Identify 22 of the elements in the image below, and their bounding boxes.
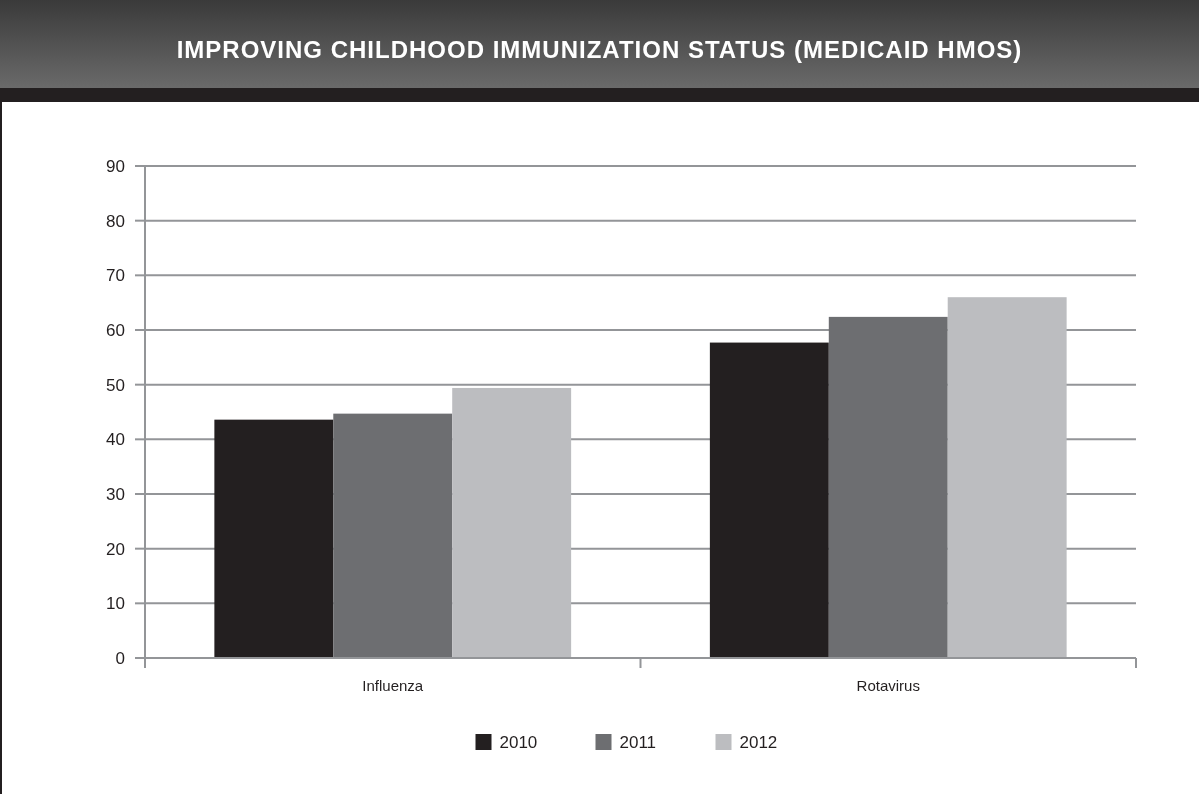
y-tick-label: 20 [106,539,125,559]
x-tick-label: Influenza [362,677,424,694]
y-tick-label: 40 [106,430,125,450]
x-tick-label: Rotavirus [856,677,920,694]
bar [947,297,1067,658]
bar [333,413,453,658]
y-tick-label: 60 [106,320,125,340]
legend-label: 2012 [739,732,778,752]
y-tick-label: 0 [115,648,125,668]
y-tick-label: 80 [106,211,125,231]
y-tick-label: 30 [106,484,125,504]
legend-label: 2011 [619,732,657,752]
bar [452,387,572,658]
y-tick-label: 70 [106,266,125,286]
y-tick-label: 50 [106,375,125,395]
bar [214,419,334,658]
chart-title: IMPROVING CHILDHOOD IMMUNIZATION STATUS (MEDICAID HMOS) [176,36,1023,63]
legend-label: 2010 [499,732,538,752]
y-tick-label: 90 [106,156,125,176]
bar [828,316,948,658]
y-tick-label: 10 [106,594,125,614]
bar [709,342,829,658]
